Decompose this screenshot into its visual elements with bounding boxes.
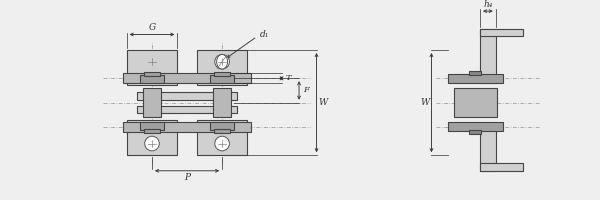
Bar [469,71,481,75]
Bar [214,72,230,76]
Bar [214,129,230,133]
Text: T: T [286,74,291,82]
Bar [137,106,237,113]
Bar [127,50,178,85]
Bar [454,88,497,117]
Bar [197,50,247,85]
Bar [140,122,164,130]
Bar [469,130,481,134]
Bar [123,73,251,83]
Bar [480,29,523,36]
Circle shape [145,136,160,151]
Text: d₁: d₁ [260,30,269,39]
Text: W: W [319,98,328,107]
Text: G: G [148,23,155,32]
Bar [123,122,251,132]
Ellipse shape [217,54,227,69]
Bar [140,75,164,83]
Bar [448,74,503,83]
Bar [211,75,234,83]
Circle shape [145,54,160,69]
Bar [144,129,160,133]
Circle shape [215,54,229,69]
Bar [480,163,523,171]
Bar [480,29,496,83]
Text: h₄: h₄ [483,0,493,9]
Bar [137,92,237,100]
Bar [197,120,247,155]
Bar [214,88,231,117]
Text: W: W [420,98,429,107]
Bar [143,88,161,117]
Bar [448,122,503,131]
Circle shape [215,136,229,151]
Bar [127,120,178,155]
Text: P: P [184,173,190,182]
Text: F: F [303,86,309,94]
Bar [144,72,160,76]
Bar [480,130,496,171]
Bar [211,122,234,130]
